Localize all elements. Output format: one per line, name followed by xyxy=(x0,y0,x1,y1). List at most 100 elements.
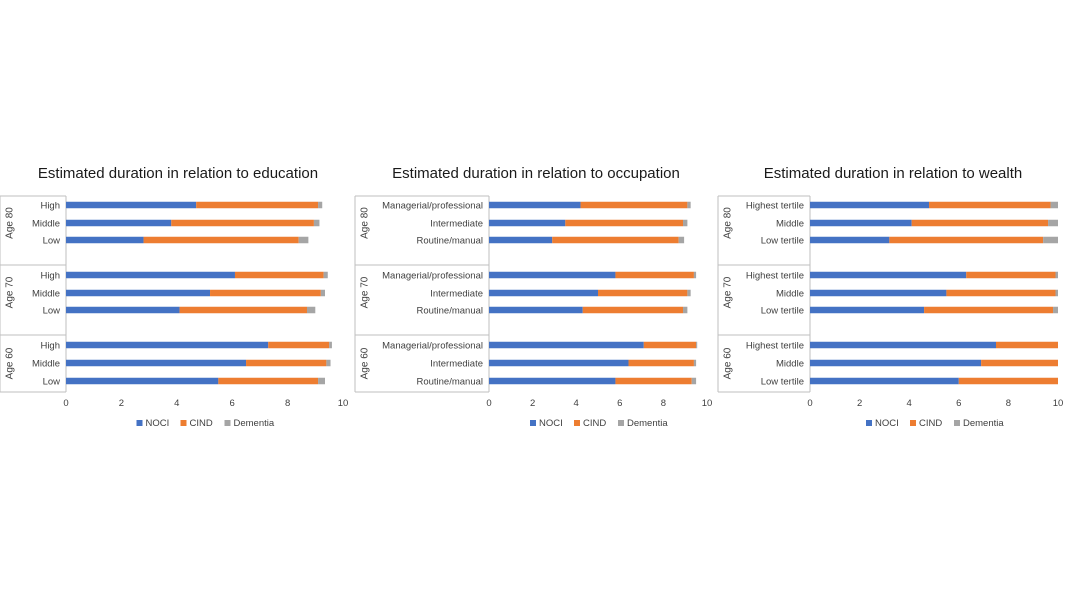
category-label: Low xyxy=(43,236,61,247)
x-tick-label: 4 xyxy=(174,398,179,409)
bar-noci xyxy=(489,341,644,349)
category-label: Middle xyxy=(776,289,804,300)
group-label: Age 80 xyxy=(360,207,371,239)
legend-label: Dementia xyxy=(963,418,1004,429)
bar-cind xyxy=(268,341,330,349)
bar-noci xyxy=(810,271,967,279)
group-label: Age 70 xyxy=(360,276,371,308)
bar-dementia xyxy=(1043,236,1058,244)
x-tick-label: 6 xyxy=(230,398,235,409)
bar-dementia xyxy=(1055,271,1058,279)
bar-noci xyxy=(810,236,890,244)
x-tick-label: 2 xyxy=(530,398,535,409)
x-tick-label: 0 xyxy=(486,398,491,409)
category-label: Middle xyxy=(32,219,60,230)
legend-swatch-dementia xyxy=(618,420,624,426)
group-label: Age 60 xyxy=(723,347,734,379)
bar-cind xyxy=(628,359,694,367)
legend-label: CIND xyxy=(583,418,606,429)
bar-dementia xyxy=(313,219,320,227)
legend-swatch-noci xyxy=(136,420,143,426)
x-tick-label: 2 xyxy=(119,398,124,409)
category-label: Middle xyxy=(776,359,804,370)
bar-cind xyxy=(924,306,1054,314)
category-label: High xyxy=(40,271,60,282)
bar-noci xyxy=(66,306,180,314)
legend-swatch-cind xyxy=(574,420,580,426)
bar-noci xyxy=(810,359,982,367)
bar-dementia xyxy=(298,236,309,244)
legend-label: Dementia xyxy=(234,418,275,429)
bar-noci xyxy=(66,341,269,349)
bar-noci xyxy=(489,201,581,209)
category-label: Highest tertile xyxy=(746,341,804,352)
x-tick-label: 6 xyxy=(617,398,622,409)
x-tick-label: 4 xyxy=(574,398,579,409)
bar-noci xyxy=(810,306,925,314)
category-label: Managerial/professional xyxy=(382,201,483,212)
legend-swatch-noci xyxy=(866,420,872,426)
x-tick-label: 10 xyxy=(702,398,713,409)
bar-dementia xyxy=(318,377,325,385)
category-label: Intermediate xyxy=(430,359,483,370)
bar-cind xyxy=(234,271,324,279)
legend-swatch-dementia xyxy=(954,420,960,426)
group-label: Age 60 xyxy=(360,347,371,379)
category-label: Intermediate xyxy=(430,289,483,300)
bar-cind xyxy=(615,271,694,279)
bar-dementia xyxy=(326,359,331,367)
legend-label: CIND xyxy=(190,418,213,429)
bar-cind xyxy=(615,377,692,385)
bar-cind xyxy=(946,289,1056,297)
legend-label: Dementia xyxy=(627,418,668,429)
bar-noci xyxy=(66,219,172,227)
category-label: Intermediate xyxy=(430,219,483,230)
bar-dementia xyxy=(306,306,316,314)
category-label: Highest tertile xyxy=(746,201,804,212)
x-tick-label: 10 xyxy=(1053,398,1064,409)
category-label: High xyxy=(40,341,60,352)
bar-cind xyxy=(582,306,684,314)
bar-noci xyxy=(489,219,566,227)
bar-dementia xyxy=(683,306,688,314)
x-tick-label: 8 xyxy=(1006,398,1011,409)
bar-dementia xyxy=(1055,289,1058,297)
bar-noci xyxy=(489,359,629,367)
x-tick-label: 8 xyxy=(285,398,290,409)
bar-dementia xyxy=(323,271,328,279)
bar-cind xyxy=(143,236,299,244)
bar-noci xyxy=(489,271,616,279)
category-label: Routine/manual xyxy=(416,306,483,317)
category-label: Managerial/professional xyxy=(382,271,483,282)
bar-dementia xyxy=(696,341,698,349)
bar-dementia xyxy=(1048,219,1058,227)
bar-dementia xyxy=(318,201,323,209)
bar-cind xyxy=(981,359,1058,367)
category-label: Low xyxy=(43,377,61,388)
bar-noci xyxy=(810,341,996,349)
chart-3: Estimated duration in relation to wealth… xyxy=(717,165,1064,429)
bar-cind xyxy=(196,201,319,209)
bar-noci xyxy=(66,377,219,385)
group-label: Age 80 xyxy=(5,207,16,239)
x-tick-label: 0 xyxy=(63,398,68,409)
bar-cind xyxy=(218,377,319,385)
bar-dementia xyxy=(687,201,691,209)
bar-cind xyxy=(179,306,307,314)
bar-noci xyxy=(66,271,235,279)
bar-dementia xyxy=(687,289,691,297)
chart-title: Estimated duration in relation to wealth xyxy=(764,165,1022,182)
category-label: Low xyxy=(43,306,61,317)
bar-cind xyxy=(210,289,321,297)
legend-swatch-noci xyxy=(530,420,536,426)
x-tick-label: 6 xyxy=(956,398,961,409)
bar-noci xyxy=(489,236,553,244)
bar-cind xyxy=(552,236,679,244)
bar-cind xyxy=(929,201,1051,209)
bar-cind xyxy=(246,359,327,367)
legend-label: CIND xyxy=(919,418,942,429)
bar-noci xyxy=(810,219,912,227)
bar-noci xyxy=(66,201,197,209)
bar-cind xyxy=(996,341,1058,349)
